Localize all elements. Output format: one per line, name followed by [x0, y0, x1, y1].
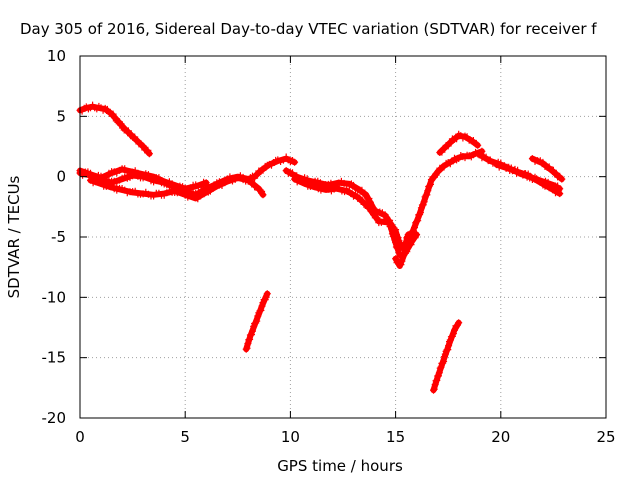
y-tick-label: -15	[42, 349, 67, 367]
series-markers	[436, 130, 482, 156]
data-series-11	[436, 130, 482, 156]
data-series-13	[493, 161, 564, 198]
y-tick-label: -5	[51, 228, 66, 246]
x-tick-label: 5	[180, 428, 190, 446]
y-tick-label: -10	[42, 288, 67, 306]
series-markers	[430, 319, 463, 394]
x-tick-label: 20	[491, 428, 510, 446]
series-markers	[291, 175, 404, 259]
y-tick-label: 5	[56, 107, 66, 125]
y-axis-label: SDTVAR / TECUs	[5, 175, 23, 298]
series-markers	[87, 173, 267, 203]
series-markers	[402, 147, 486, 251]
series-markers	[493, 161, 564, 198]
ticks: 0 5 10 15 20 25 -20 -15 -10 -5 0 5 10	[42, 47, 616, 446]
data-series-4	[87, 173, 267, 203]
data-series-7	[291, 175, 404, 259]
y-tick-label: 10	[47, 47, 66, 65]
x-tick-label: 25	[596, 428, 615, 446]
data-series-14	[528, 155, 566, 183]
chart-title: Day 305 of 2016, Sidereal Day-to-day VTE…	[20, 20, 597, 38]
data-series-9	[402, 147, 486, 251]
y-tick-label: 0	[56, 168, 66, 186]
series-markers	[528, 155, 566, 183]
data-series-10	[430, 319, 463, 394]
x-tick-label: 15	[386, 428, 405, 446]
plot-marks	[76, 101, 566, 394]
x-tick-label: 0	[75, 428, 85, 446]
y-tick-label: -20	[42, 409, 67, 427]
data-series-8	[392, 231, 421, 269]
x-axis-label: GPS time / hours	[277, 457, 403, 475]
data-series-5	[242, 290, 271, 353]
x-tick-label: 10	[281, 428, 300, 446]
data-series-1	[76, 101, 153, 158]
series-markers	[242, 290, 271, 353]
